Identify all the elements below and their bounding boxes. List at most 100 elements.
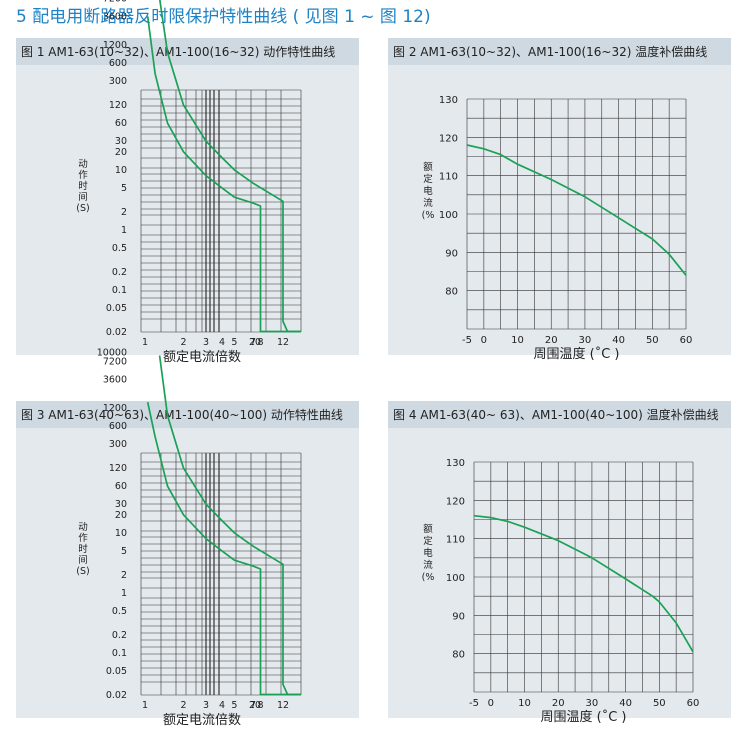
curve-series-2 xyxy=(158,0,301,333)
y-tick-label: 600 xyxy=(109,421,127,432)
y-tick-label: 120 xyxy=(446,496,465,507)
y-tick-label: 60 xyxy=(115,118,127,129)
x-tick-label: 20 xyxy=(249,337,261,348)
x-tick-label: 5 xyxy=(231,700,237,711)
y-tick-label: 1200 xyxy=(103,40,127,51)
curve-series-1 xyxy=(146,16,301,333)
x-tick-label: 30 xyxy=(579,335,592,346)
x-tick-label: 1 xyxy=(142,337,148,348)
grid xyxy=(140,89,302,333)
x-tick-label: 10 xyxy=(518,698,531,709)
y-axis-label: 电 xyxy=(423,185,433,197)
y-tick-label: 60 xyxy=(115,481,127,492)
y-axis-label: 间 xyxy=(78,554,88,566)
x-tick-label: 12 xyxy=(277,337,289,348)
y-tick-label: 80 xyxy=(452,650,465,661)
panel-header: 图 2 AM1-63(10~32)、AM1-100(16~32) 温度补偿曲线 xyxy=(388,38,731,65)
y-tick-label: 120 xyxy=(109,100,127,111)
y-axis-label: (S) xyxy=(76,566,89,577)
y-tick-label: 110 xyxy=(439,172,458,183)
y-tick-label: 2 xyxy=(121,570,127,581)
y-tick-label: 7200 xyxy=(103,356,127,367)
y-tick-label: 3600 xyxy=(103,11,127,22)
x-tick-label: 7 xyxy=(250,700,256,711)
x-axis-title: 周围温度 (˚C ) xyxy=(541,709,627,725)
y-tick-label: 0.5 xyxy=(112,243,127,254)
curve-series-1 xyxy=(473,514,694,653)
curve-series-1 xyxy=(466,144,687,276)
y-tick-label: 7200 xyxy=(103,0,127,4)
y-tick-label: 0.2 xyxy=(112,630,127,641)
y-tick-label: 600 xyxy=(109,58,127,69)
x-tick-label: 0 xyxy=(488,698,494,709)
x-tick-label: 1 xyxy=(142,700,148,711)
y-tick-label: 0.1 xyxy=(112,285,127,296)
x-tick-label: 50 xyxy=(646,335,659,346)
y-tick-label: 130 xyxy=(446,458,465,469)
y-tick-label: 90 xyxy=(452,611,465,622)
y-tick-label: 0.1 xyxy=(112,648,127,659)
chart-panel-fig1: 图 1 AM1-63(10~32)、AM1-100(16~32) 动作特性曲线 … xyxy=(16,0,359,365)
y-tick-label: 130 xyxy=(439,95,458,106)
chart-panel-fig2: 图 2 AM1-63(10~32)、AM1-100(16~32) 温度补偿曲线 … xyxy=(388,38,731,362)
grid xyxy=(466,98,687,330)
y-axis-label: 动 xyxy=(78,159,88,170)
x-tick-label: 20 xyxy=(545,335,558,346)
x-tick-label: 5 xyxy=(231,337,237,348)
y-tick-label: 0.02 xyxy=(106,327,127,338)
y-tick-label: 10 xyxy=(115,528,127,539)
chart-title: 图 4 AM1-63(40~ 63)、AM1-100(40~100) 温度补偿曲… xyxy=(393,408,719,422)
y-axis-label: 动 xyxy=(78,522,88,533)
chart-fig2: 80 90 100 110 120 130 -5 0 10 20 30 40 50 60 额定电流(% 周围温… xyxy=(422,95,693,362)
y-axis-label: 间 xyxy=(78,191,88,203)
x-tick-label: 3 xyxy=(203,337,209,348)
y-tick-label: 0.05 xyxy=(106,303,127,314)
y-axis-label: 额 xyxy=(423,523,433,535)
x-tick-label: 7 xyxy=(250,337,256,348)
y-axis-label: (% xyxy=(422,572,435,583)
y-tick-label: 30 xyxy=(115,136,127,147)
y-tick-label: 2 xyxy=(121,207,127,218)
y-tick-label: 0.05 xyxy=(106,666,127,677)
y-tick-label: 80 xyxy=(445,287,458,298)
y-axis-label: 流 xyxy=(423,197,433,209)
y-tick-label: 120 xyxy=(439,133,458,144)
y-axis-label: 电 xyxy=(423,547,433,559)
x-tick-label: -5 xyxy=(462,335,472,346)
x-tick-label: 2 xyxy=(180,337,186,348)
y-tick-label: 110 xyxy=(446,535,465,546)
x-tick-label: 10 xyxy=(511,335,524,346)
x-tick-label: 8 xyxy=(257,700,263,711)
x-tick-label: -5 xyxy=(469,698,479,709)
y-tick-label: 10000 xyxy=(97,348,127,359)
x-tick-label: 4 xyxy=(219,337,225,348)
x-tick-label: 4 xyxy=(219,700,225,711)
y-axis-label: 作 xyxy=(78,532,88,544)
y-tick-label: 90 xyxy=(445,248,458,259)
y-tick-label: 30 xyxy=(115,499,127,510)
chart-panel-fig4: 图 4 AM1-63(40~ 63)、AM1-100(40~100) 温度补偿曲… xyxy=(388,401,731,725)
y-tick-label: 1200 xyxy=(103,403,127,414)
y-tick-label: 120 xyxy=(109,463,127,474)
grid xyxy=(140,452,302,696)
y-tick-label: 0.5 xyxy=(112,606,127,617)
chart-panel-fig3: 图 3 AM1-63(40~63)、AM1-100(40~100) 动作特性曲线… xyxy=(16,348,359,728)
y-tick-label: 300 xyxy=(109,76,127,87)
x-axis-title: 额定电流倍数 xyxy=(163,350,241,365)
x-tick-label: 2 xyxy=(180,700,186,711)
y-tick-label: 0.2 xyxy=(112,267,127,278)
y-tick-label: 10 xyxy=(115,165,127,176)
y-axis-label: 时 xyxy=(78,543,88,555)
y-axis-label: 定 xyxy=(423,535,433,547)
x-tick-label: 12 xyxy=(277,700,289,711)
x-tick-label: 40 xyxy=(619,698,632,709)
x-tick-label: 60 xyxy=(680,335,693,346)
curve-series-1 xyxy=(146,402,301,696)
chart-fig4: 80 90 100 110 120 130 -5 0 10 20 30 40 50 60 额定电流(% 周围温… xyxy=(422,458,700,725)
x-tick-label: 20 xyxy=(249,700,261,711)
y-axis-label: 作 xyxy=(78,169,88,181)
y-axis-label: 额 xyxy=(423,161,433,173)
panel-header: 图 3 AM1-63(40~63)、AM1-100(40~100) 动作特性曲线 xyxy=(16,401,359,428)
y-axis-label: 时 xyxy=(78,180,88,192)
y-tick-label: 20 xyxy=(115,147,127,158)
